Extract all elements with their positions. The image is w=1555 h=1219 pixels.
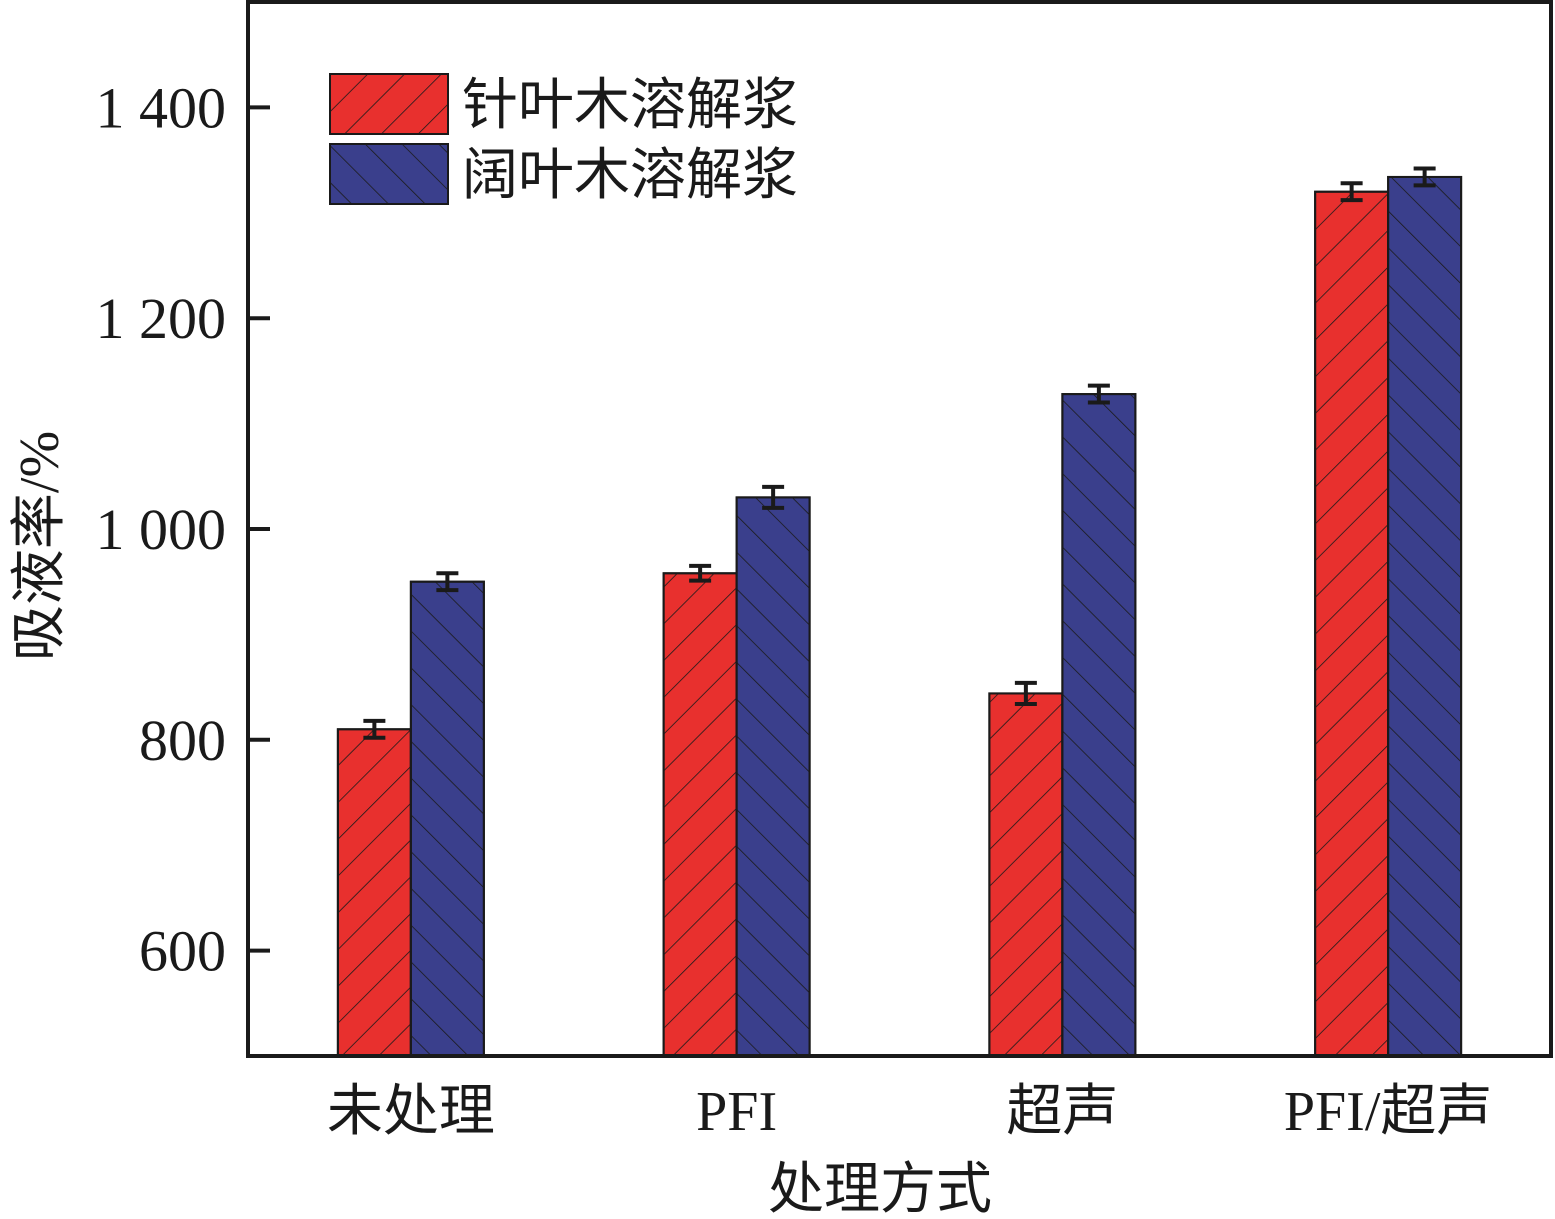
x-axis: 未处理 PFI 超声 PFI/超声 [327,1081,1493,1143]
legend-swatch-hatch [329,73,449,135]
error-bars-layer [363,166,1436,740]
y-tick-label: 1 200 [96,286,227,351]
error-bar [1413,166,1436,188]
bar-hatch [735,496,811,1057]
y-axis-title: 吸液率/% [9,431,71,661]
x-category-label: 超声 [1006,1081,1118,1143]
error-bar [1340,181,1363,203]
bar-hatch [1314,190,1390,1058]
error-bar [762,484,785,510]
bar-hatch [1061,393,1137,1057]
legend-swatch-hatch [329,143,449,205]
legend-label: 阔叶木溶解浆 [462,145,798,207]
x-category-label: PFI [696,1081,777,1143]
bars-layer [336,175,1463,1058]
legend-item: 阔叶木溶解浆 [329,143,798,207]
legend-label: 针叶木溶解浆 [462,75,798,137]
bar-hatch [1387,175,1463,1058]
error-bar [689,563,712,583]
error-bar [1014,680,1037,706]
bar-hatch [662,572,738,1057]
y-tick-label: 1 400 [96,75,227,140]
x-axis-title: 处理方式 [768,1159,992,1219]
error-bar [363,718,386,740]
x-category-label: 未处理 [327,1081,495,1143]
y-tick-label: 1 000 [96,497,227,562]
error-bar [1087,383,1110,405]
error-bar [436,571,459,593]
bar-hatch [409,580,485,1057]
y-axis: 600 800 1 000 1 200 1 400 [96,75,270,984]
y-tick-label: 600 [139,919,226,984]
bar-hatch [988,692,1064,1057]
y-tick-label: 800 [139,708,226,773]
bar-hatch [336,728,412,1057]
x-category-label: PFI/超声 [1284,1081,1493,1143]
legend-item: 针叶木溶解浆 [329,73,798,137]
